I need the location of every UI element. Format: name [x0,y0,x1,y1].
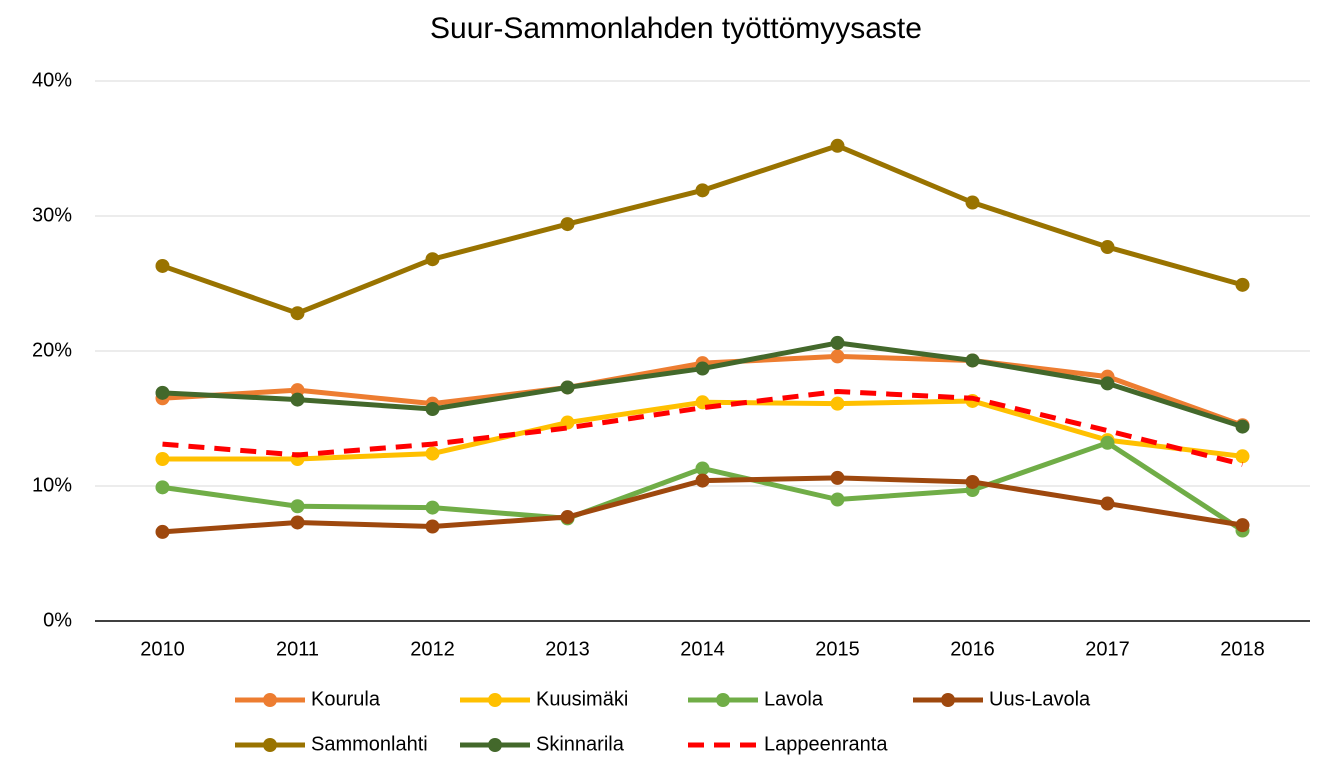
point [695,461,710,476]
point [290,499,305,514]
y-tick-label: 40% [32,69,72,91]
point [965,474,980,489]
x-tick-label: 2011 [276,638,319,660]
point [830,335,845,350]
y-tick-label: 10% [32,474,72,496]
point [695,183,710,198]
chart-title: Suur-Sammonlahden työttömyysaste [430,12,922,45]
y-tick-label: 30% [32,204,72,226]
point [830,396,845,411]
y-tick-label: 0% [43,609,72,631]
legend-marker [941,693,955,707]
legend-marker [488,738,502,752]
x-tick-label: 2014 [680,638,725,660]
point [695,361,710,376]
point [290,306,305,321]
point [425,446,440,461]
y-tick-label: 20% [32,339,72,361]
point [830,492,845,507]
x-tick-label: 2012 [410,638,455,660]
point [830,138,845,153]
point [425,402,440,417]
point [1235,419,1250,434]
legend-marker [716,693,730,707]
point [560,510,575,525]
point [965,353,980,368]
point [830,470,845,485]
legend-label: Lappeenranta [764,733,888,755]
point [425,252,440,267]
legend-label: Uus-Lavola [989,688,1091,710]
x-tick-label: 2013 [545,638,590,660]
point [290,392,305,407]
series-line [162,340,1244,429]
point [155,524,170,539]
x-tick-label: 2015 [815,638,860,660]
point [425,519,440,534]
point [1235,518,1250,533]
point [1100,240,1115,255]
series-line [161,143,1244,316]
point [155,258,170,273]
x-tick-label: 2016 [950,638,995,660]
point [1100,435,1115,450]
point [155,452,170,466]
x-tick-label: 2018 [1220,638,1265,660]
legend-marker [488,693,502,707]
point [695,473,710,488]
point [425,500,440,515]
legend-marker [263,738,277,752]
legend-label: Kourula [311,688,381,710]
point [830,349,845,364]
point [1235,277,1250,292]
point [155,480,170,495]
point [965,195,980,210]
legend-label: Sammonlahti [311,733,428,755]
point [560,380,575,395]
point [290,515,305,530]
legend-label: Kuusimäki [536,688,628,710]
x-tick-label: 2017 [1085,638,1130,660]
legend-label: Skinnarila [536,733,625,755]
point [1235,449,1250,464]
point [155,385,170,400]
x-tick-label: 2010 [140,638,185,660]
legend-marker [263,693,277,707]
point [560,217,575,232]
legend-label: Lavola [764,688,824,710]
point [1100,376,1115,391]
point [1100,496,1115,511]
